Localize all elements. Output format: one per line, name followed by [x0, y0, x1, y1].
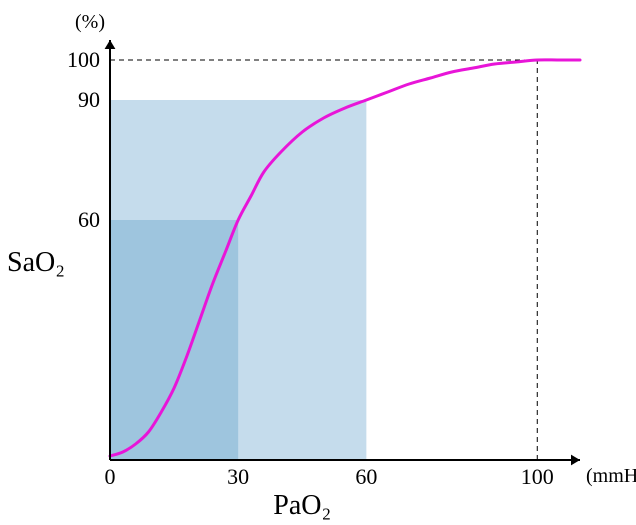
x-tick-label-0: 0	[105, 464, 116, 489]
x-axis-unit: (mmHg)	[586, 465, 636, 487]
y-tick-label-100: 100	[67, 47, 100, 72]
y-tick-label-90: 90	[78, 87, 100, 112]
x-tick-label-100: 100	[521, 464, 554, 489]
x-tick-label-30: 30	[227, 464, 249, 489]
chart-svg: 0 30 60 100 60 90 100 (%) (mmHg) SaO₂ PaO₂	[0, 0, 636, 525]
y-axis-title: SaO₂	[7, 247, 65, 278]
oxygen-dissociation-chart: 0 30 60 100 60 90 100 (%) (mmHg) SaO₂ PaO₂	[0, 0, 636, 525]
x-tick-label-60: 60	[355, 464, 377, 489]
y-tick-label-60: 60	[78, 207, 100, 232]
x-axis-title: PaO₂	[273, 490, 331, 521]
y-axis-unit: (%)	[75, 11, 105, 33]
shaded-region-1	[110, 220, 238, 460]
